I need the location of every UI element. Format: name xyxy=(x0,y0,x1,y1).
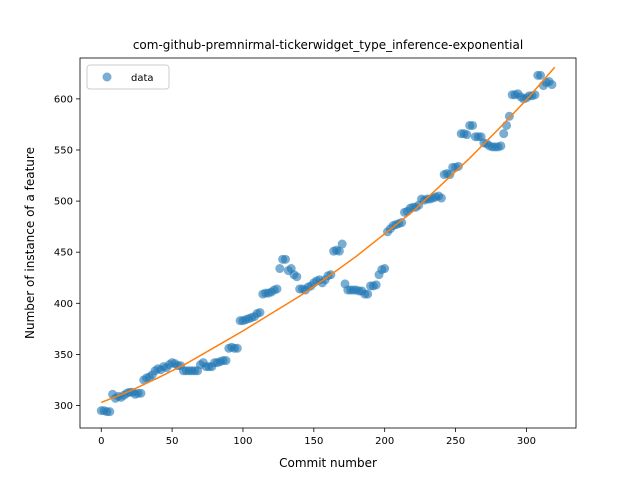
data-point xyxy=(363,289,373,299)
data-point xyxy=(334,246,344,256)
data-point xyxy=(221,356,231,366)
data-point xyxy=(292,272,302,282)
y-axis-label: Number of instance of a feature xyxy=(23,147,37,339)
data-point xyxy=(232,343,242,353)
y-tick-label: 400 xyxy=(54,299,73,310)
y-tick-label: 300 xyxy=(54,401,73,412)
data-point xyxy=(445,170,455,180)
data-point xyxy=(337,239,347,249)
legend-label-data: data xyxy=(131,73,154,84)
x-tick-label: 150 xyxy=(304,436,323,447)
fit-line xyxy=(101,66,556,404)
y-axis: 300 350 400 450 500 550 600 xyxy=(54,94,80,412)
data-point xyxy=(397,218,407,228)
data-point xyxy=(504,111,514,121)
data-point xyxy=(468,120,478,130)
y-tick-label: 450 xyxy=(54,248,73,259)
y-tick-label: 500 xyxy=(54,197,73,208)
axes-frame xyxy=(79,57,577,429)
legend: data xyxy=(86,64,170,90)
y-tick-label: 350 xyxy=(54,350,73,361)
data-point xyxy=(436,193,446,203)
data-point xyxy=(371,280,381,290)
data-point xyxy=(499,129,509,139)
x-tick-label: 250 xyxy=(446,436,465,447)
data-point xyxy=(536,70,546,80)
x-tick-label: 300 xyxy=(517,436,536,447)
data-point xyxy=(547,80,557,90)
x-tick-label: 50 xyxy=(166,436,179,447)
data-point xyxy=(502,120,512,130)
data-point xyxy=(255,308,265,318)
x-tick-label: 0 xyxy=(98,436,104,447)
data-point xyxy=(280,254,290,264)
data-point xyxy=(272,284,282,294)
x-axis: 0 50 100 150 200 250 300 xyxy=(98,428,536,447)
data-point xyxy=(496,141,506,151)
data-point xyxy=(462,130,472,140)
data-point xyxy=(136,388,146,398)
plot-area xyxy=(96,66,557,417)
y-tick-label: 600 xyxy=(54,94,73,105)
y-tick-label: 550 xyxy=(54,145,73,156)
x-tick-label: 100 xyxy=(233,436,252,447)
legend-box xyxy=(86,64,170,90)
data-point xyxy=(453,161,463,171)
data-point xyxy=(380,264,390,274)
chart-title: com-github-premnirmal-tickerwidget_type_… xyxy=(133,38,523,52)
x-tick-label: 200 xyxy=(375,436,394,447)
data-point xyxy=(275,264,285,274)
x-axis-label: Commit number xyxy=(279,456,377,470)
legend-marker-data xyxy=(102,72,112,82)
data-point xyxy=(105,407,115,417)
